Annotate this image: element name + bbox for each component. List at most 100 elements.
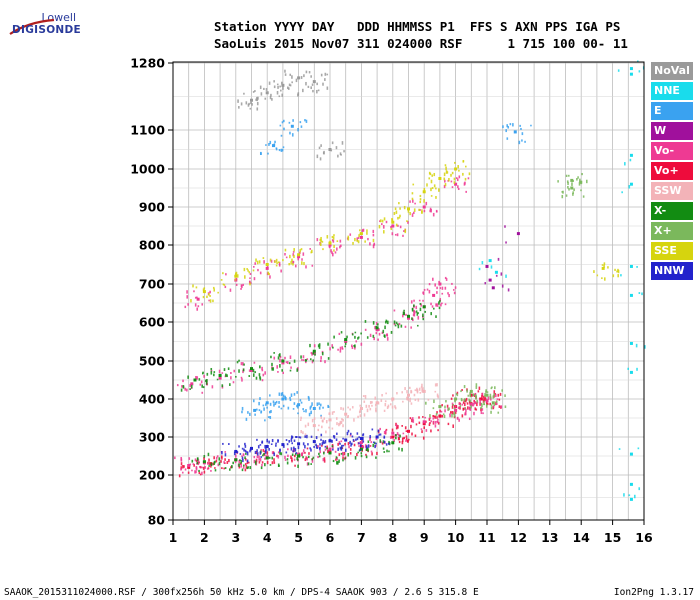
data-point-trace	[187, 303, 189, 306]
data-point-trace	[299, 436, 302, 439]
data-point-trace	[409, 417, 412, 420]
data-point-trace	[242, 458, 244, 463]
data-point-trace	[385, 333, 388, 336]
data-point-trace	[456, 394, 459, 397]
data-point-trace	[419, 391, 422, 394]
data-point-trace	[418, 299, 421, 302]
data-point-trace	[300, 248, 303, 251]
data-point-trace	[320, 73, 323, 77]
data-point-trace	[447, 292, 449, 295]
legend-item-vo-: Vo+	[651, 162, 693, 180]
data-point-trace	[209, 290, 211, 294]
data-point-trace	[297, 464, 299, 468]
data-point-trace	[289, 355, 292, 360]
data-point	[407, 393, 410, 397]
data-point-trace	[354, 456, 357, 460]
data-point-trace	[308, 452, 310, 455]
data-point-trace	[255, 376, 258, 380]
data-point-trace	[203, 470, 206, 474]
data-point-trace	[306, 434, 308, 439]
data-point-trace	[276, 83, 279, 86]
data-point	[297, 76, 301, 80]
data-point-trace	[364, 444, 367, 448]
data-point-trace	[218, 373, 221, 377]
data-point-trace	[182, 465, 184, 469]
data-point-trace	[291, 81, 293, 84]
data-point-trace	[215, 459, 218, 463]
data-point-trace	[402, 234, 404, 237]
data-point-trace	[490, 387, 493, 390]
data-point-trace	[285, 397, 287, 401]
data-point-trace	[282, 371, 284, 375]
data-point-trace	[189, 384, 191, 388]
data-point-trace	[275, 258, 278, 263]
data-point-trace	[435, 413, 438, 416]
data-point-trace	[505, 241, 507, 244]
data-point-trace	[374, 444, 376, 449]
data-point-trace	[284, 356, 286, 360]
data-point	[422, 422, 426, 426]
series-vo-	[174, 175, 503, 475]
data-point-trace	[413, 299, 415, 302]
data-point-trace	[314, 353, 316, 356]
data-point-trace	[239, 462, 242, 465]
data-point-trace	[305, 265, 307, 269]
data-point-trace	[297, 412, 299, 415]
data-point-trace	[422, 313, 424, 317]
data-point-trace	[276, 262, 278, 265]
data-point-trace	[292, 119, 294, 122]
data-point-trace	[249, 282, 251, 286]
data-point-trace	[450, 412, 452, 414]
data-point-trace	[397, 216, 399, 220]
data-point-trace	[475, 383, 478, 387]
data-point-trace	[418, 387, 421, 391]
data-point-trace	[320, 144, 322, 147]
data-point-trace	[446, 404, 449, 408]
data-point-trace	[223, 284, 226, 286]
data-point-trace	[262, 449, 265, 452]
data-point-trace	[265, 448, 267, 452]
data-point-trace	[258, 373, 261, 377]
data-point	[234, 458, 238, 462]
data-point	[312, 424, 316, 428]
data-point-trace	[318, 452, 320, 456]
data-point-trace	[422, 416, 424, 418]
data-point-trace	[339, 442, 341, 445]
data-point-trace	[404, 426, 407, 430]
data-point-trace	[270, 259, 273, 263]
data-point	[359, 441, 363, 445]
data-point-trace	[480, 406, 482, 409]
data-point-trace	[419, 200, 422, 204]
data-point-trace	[225, 273, 227, 276]
data-point-trace	[273, 85, 276, 89]
data-point-trace	[262, 404, 265, 407]
data-point-trace	[375, 325, 378, 328]
data-point-trace	[475, 394, 477, 398]
data-point-trace	[409, 211, 411, 216]
data-point-trace	[261, 463, 263, 467]
data-point-trace	[386, 337, 389, 341]
data-point-trace	[629, 158, 632, 162]
data-point-trace	[402, 437, 404, 440]
data-point-trace	[342, 424, 344, 428]
data-point-trace	[291, 75, 293, 79]
data-point-trace	[295, 435, 297, 438]
data-point	[494, 270, 498, 274]
data-point-trace	[310, 405, 312, 408]
data-point-trace	[286, 86, 289, 90]
data-point-trace	[275, 444, 277, 447]
data-point-trace	[273, 80, 275, 83]
data-point-trace	[236, 361, 239, 364]
data-point-trace	[413, 208, 416, 212]
data-point-trace	[311, 264, 314, 267]
data-point-trace	[397, 324, 400, 329]
data-point-trace	[357, 451, 359, 454]
data-point-trace	[452, 289, 455, 291]
data-point	[629, 341, 633, 345]
data-point-trace	[453, 181, 456, 184]
data-point-trace	[344, 448, 347, 452]
data-point-trace	[366, 231, 368, 235]
data-point-trace	[331, 427, 334, 430]
data-point-trace	[431, 174, 434, 177]
data-point-trace	[247, 411, 249, 414]
